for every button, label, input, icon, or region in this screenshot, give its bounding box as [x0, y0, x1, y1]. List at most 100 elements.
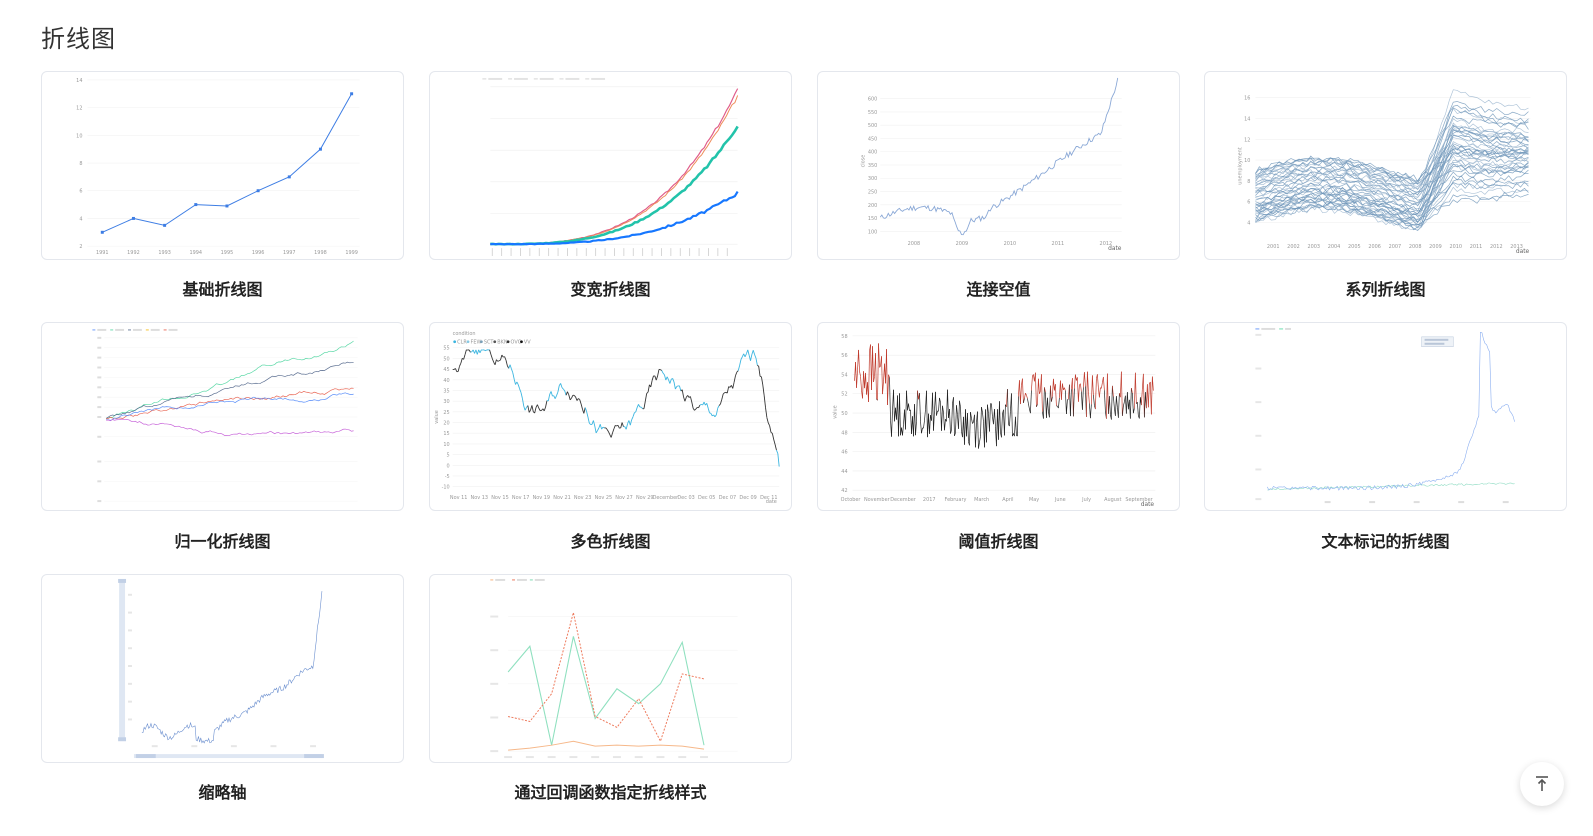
card-label-series-line[interactable]: 系列折线图	[1345, 280, 1426, 299]
series-segment	[517, 384, 521, 390]
card-multicolor-line[interactable]: condition CLR FEW SCT BKN OVC VV 55 50 45 40 35 30 25…	[429, 322, 792, 511]
series-segment	[584, 407, 587, 412]
series-segment	[1097, 374, 1099, 388]
y-tick-label	[128, 665, 132, 668]
x-tick-label: 2008	[1409, 244, 1422, 250]
card-normalized-line[interactable]	[41, 322, 404, 511]
series-segment	[567, 391, 570, 396]
x-tick-label: 1995	[221, 250, 234, 256]
series-segment	[660, 369, 662, 371]
series-segment	[1036, 404, 1038, 407]
series-line-blue	[490, 191, 739, 246]
legend-text	[539, 77, 554, 80]
series-segment	[986, 404, 988, 443]
series-line-red	[507, 612, 705, 743]
series-segment	[1025, 393, 1027, 396]
y-tick-label	[97, 435, 102, 438]
series-segment	[1035, 372, 1037, 407]
y-tick-label	[1255, 367, 1262, 370]
card-basic-line[interactable]: 14 12 10 8 6 4 2 1991 1992 1993 1994 1995 1996 1997 19…	[41, 71, 404, 260]
series-segment	[579, 399, 582, 405]
x-tick-label: Dec 07	[719, 495, 736, 501]
data-point	[256, 189, 260, 193]
card-label-text-marker-line[interactable]: 文本标记的折线图	[1321, 532, 1450, 551]
series-segment	[991, 403, 993, 417]
series-line	[1255, 186, 1529, 229]
card-thumbnail-axis[interactable]	[41, 574, 404, 763]
card-label-connect-nulls[interactable]: 连接空值	[966, 280, 1031, 299]
x-tick-label: 2009	[1429, 244, 1442, 250]
series-segment	[646, 391, 649, 394]
y-tick-label: 50	[443, 356, 449, 362]
y-tick-label: 6	[1247, 200, 1250, 206]
series-segment	[959, 400, 961, 407]
series-segment	[1115, 396, 1117, 416]
y-tick-label: 250	[868, 190, 877, 196]
series-segment	[1062, 383, 1064, 390]
series-segment	[1090, 404, 1092, 419]
x-tick-label: 2011	[1470, 244, 1483, 250]
x-tick-label: 2007	[1389, 244, 1402, 250]
series-segment	[1007, 389, 1009, 425]
series-segment	[520, 392, 523, 399]
series-segment	[908, 403, 910, 411]
series-segment	[1113, 396, 1115, 408]
card-label-thumbnail-axis[interactable]: 缩略轴	[198, 783, 247, 802]
series-line-green	[106, 340, 354, 419]
series-segment	[981, 406, 983, 413]
series-segment	[1137, 402, 1139, 416]
x-tick-label: November	[864, 497, 891, 503]
series-segment	[923, 420, 925, 429]
series-segment	[736, 370, 739, 373]
card-series-line[interactable]: 16 14 12 10 8 6 4 2001 2002 2003 2004 2005 2006 2007 2…	[1204, 71, 1567, 260]
series-segment	[720, 399, 723, 405]
series-segment	[873, 376, 875, 383]
y-tick-label	[97, 336, 102, 339]
card-connect-nulls[interactable]: 600 550 500 450 400 350 300 250 200 150 100 2008 200…	[817, 71, 1180, 260]
series-segment	[1077, 377, 1079, 402]
series-segment	[1093, 394, 1095, 406]
series-segment	[893, 389, 895, 422]
card-label-callback-style-line[interactable]: 通过回调函数指定折线样式	[514, 783, 707, 802]
y-tick-label: 56	[841, 353, 847, 359]
card-callback-style-line[interactable]	[429, 574, 792, 763]
series-segment	[638, 404, 641, 408]
series-segment	[946, 389, 948, 422]
series-segment	[712, 414, 714, 417]
series-segment	[971, 418, 973, 424]
series-segment	[927, 413, 929, 438]
back-to-top-button[interactable]	[1520, 762, 1564, 806]
card-label-multicolor-line[interactable]: 多色折线图	[570, 532, 651, 551]
card-label-variable-width-line[interactable]: 变宽折线图	[570, 280, 651, 299]
series-segment	[679, 385, 682, 392]
card-label-basic-line[interactable]: 基础折线图	[182, 280, 263, 299]
x-tick-label	[270, 745, 277, 748]
series-segment	[860, 376, 862, 391]
card-text-marker-line[interactable]	[1204, 322, 1567, 511]
y-tick-label: 8	[79, 161, 82, 167]
series-segment	[588, 422, 591, 425]
series-segment	[698, 404, 701, 408]
card-label-normalized-line[interactable]: 归一化折线图	[174, 532, 271, 551]
series-segment	[457, 366, 460, 372]
series-segment	[956, 405, 958, 415]
series-segment	[1099, 387, 1101, 398]
card-variable-width-line[interactable]	[429, 71, 792, 260]
series-segment	[505, 360, 508, 366]
series-segment	[868, 350, 870, 403]
y-tick-label	[490, 682, 499, 685]
card-threshold-line[interactable]: 58 56 54 52 50 48 46 44 42 October November Decembe…	[817, 322, 1180, 511]
series-segment	[1151, 376, 1154, 391]
series-segment	[926, 390, 928, 438]
series-segment	[498, 359, 501, 362]
y-tick-label	[97, 366, 102, 369]
series-segment	[586, 411, 589, 418]
series-line-green	[507, 636, 705, 746]
card-label-threshold-line[interactable]: 阈值折线图	[958, 532, 1039, 551]
series-segment	[1055, 384, 1057, 406]
series-segment	[513, 378, 516, 385]
series-segment	[744, 353, 747, 357]
x-tick-label: 2009	[956, 241, 969, 247]
x-tick-label	[1458, 501, 1465, 504]
x-tick-label: July	[1081, 497, 1091, 503]
